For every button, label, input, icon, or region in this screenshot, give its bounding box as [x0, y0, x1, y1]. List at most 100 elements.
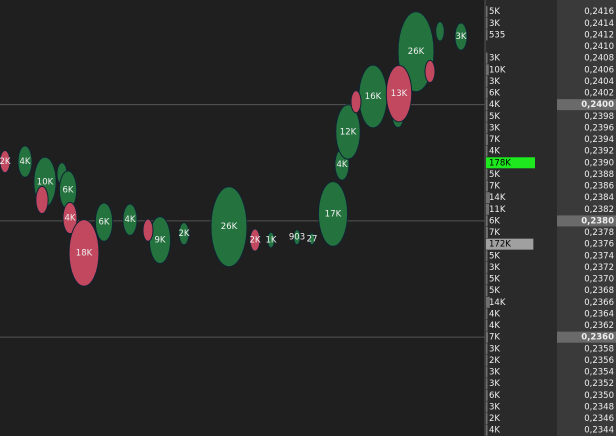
price-label: 0,2410 — [584, 42, 614, 52]
volume-label: 5K — [489, 112, 500, 122]
volume-label: 7K — [489, 135, 500, 145]
price-label: 0,2362 — [584, 321, 614, 331]
volume-bar — [486, 366, 488, 378]
volume-bubble — [350, 90, 362, 114]
volume-bar — [486, 145, 488, 157]
price-label: 0,2358 — [584, 344, 614, 354]
bubble-label: 3K — [456, 32, 467, 42]
volume-bar — [486, 273, 488, 285]
bubble-label: 13K — [391, 89, 408, 99]
volume-bar — [486, 261, 488, 273]
bubble-label: 18K — [76, 248, 93, 258]
price-label: 0,2392 — [584, 147, 614, 157]
price-label: 0,2356 — [584, 356, 614, 366]
volume-label: 7K — [489, 228, 500, 238]
volume-bubble — [62, 201, 78, 235]
volume-label: 4K — [489, 147, 500, 157]
price-label: 0,2374 — [584, 251, 614, 261]
volume-bar — [486, 401, 488, 413]
volume-label: 5K — [489, 7, 500, 17]
price-label: 0,2376 — [584, 240, 614, 250]
volume-bar — [486, 389, 488, 401]
volume-bubble — [435, 21, 445, 42]
price-highlight — [557, 215, 616, 227]
bubble-label: 6K — [63, 186, 74, 196]
bubble-label: 4K — [337, 160, 348, 170]
volume-label: 3K — [489, 123, 500, 133]
volume-label: 5K — [489, 275, 500, 285]
volume-bar — [486, 238, 534, 250]
price-label: 0,2350 — [584, 391, 614, 401]
volume-label: 5K — [489, 170, 500, 180]
volume-bar — [486, 343, 488, 355]
price-label: 0,2412 — [584, 30, 614, 40]
price-label: 0,2344 — [584, 426, 614, 436]
volume-bubble — [335, 104, 361, 160]
price-label: 0,2354 — [584, 368, 614, 378]
price-label: 0,2386 — [584, 182, 614, 192]
volume-bar — [486, 180, 488, 192]
volume-bar — [486, 75, 488, 87]
volume-bar — [486, 168, 488, 180]
volume-bar — [486, 99, 488, 111]
volume-bubble — [266, 231, 276, 249]
price-label: 0,2414 — [584, 19, 614, 29]
volume-label: 4K — [489, 309, 500, 319]
volume-bubble — [17, 145, 33, 178]
volume-bar — [486, 134, 488, 146]
volume-bubble — [454, 22, 468, 51]
volume-label: 2K — [489, 356, 500, 366]
bubble-label: 26K — [221, 222, 238, 232]
price-label: 0,2384 — [584, 193, 614, 203]
volume-bar — [486, 64, 489, 76]
volume-bar — [486, 203, 490, 215]
volume-label: 6K — [489, 391, 500, 401]
volume-label: 3K — [489, 379, 500, 389]
volume-label: 6K — [489, 89, 500, 99]
price-label: 0,2372 — [584, 263, 614, 273]
volume-label: 7K — [489, 333, 500, 343]
bubble-label: 4K — [125, 215, 136, 225]
price-label: 0,2368 — [584, 286, 614, 296]
volume-label: 14K — [489, 298, 506, 308]
volume-bubble — [308, 232, 316, 246]
volume-bubble — [385, 64, 413, 123]
price-label: 0,2370 — [584, 275, 614, 285]
bubble-label: 26K — [408, 47, 425, 57]
volume-bubble — [317, 181, 349, 247]
price-label: 0,2366 — [584, 298, 614, 308]
price-label: 0,2388 — [584, 170, 614, 180]
volume-label: 4K — [489, 426, 500, 436]
volume-bubble — [142, 218, 154, 242]
bubble-label: 9K — [155, 236, 166, 246]
volume-bar — [486, 52, 488, 64]
price-label: 0,2390 — [584, 158, 614, 168]
volume-bubble — [249, 228, 261, 252]
bubble-label: 4K — [65, 214, 76, 224]
price-label: 0,2360 — [581, 333, 614, 343]
bubble-label: 27 — [307, 234, 318, 244]
volume-label: 3K — [489, 263, 500, 273]
price-label: 0,2346 — [584, 414, 614, 424]
price-label: 0,2394 — [584, 135, 614, 145]
volume-bubble — [178, 222, 190, 246]
bubble-label: 2K — [179, 229, 190, 239]
volume-label: 14K — [489, 193, 506, 203]
volume-label: 3K — [489, 77, 500, 87]
price-label: 0,2404 — [584, 77, 614, 87]
price-label: 0,2402 — [584, 89, 614, 99]
volume-bar — [486, 250, 488, 262]
volume-label: 10K — [489, 65, 506, 75]
price-label: 0,2396 — [584, 123, 614, 133]
price-label: 0,2408 — [584, 54, 614, 64]
price-label: 0,2380 — [581, 216, 614, 226]
price-highlight — [557, 331, 616, 343]
volume-label: 11K — [489, 205, 506, 215]
volume-label: 6K — [489, 216, 500, 226]
volume-bar — [486, 215, 488, 227]
bubble-label: 10K — [37, 177, 54, 187]
volume-label: 4K — [489, 100, 500, 110]
volume-bar — [486, 424, 488, 436]
volume-bubble — [424, 59, 436, 84]
volume-bar — [486, 320, 488, 332]
